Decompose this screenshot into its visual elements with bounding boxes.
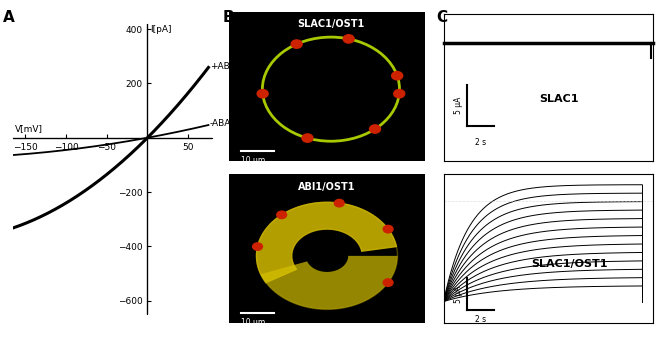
Text: -ABA: -ABA [210,119,232,128]
Text: C: C [436,10,448,25]
Text: A: A [3,10,15,25]
Polygon shape [261,256,398,309]
Polygon shape [256,202,396,283]
Circle shape [343,35,354,43]
Circle shape [277,211,287,219]
Text: SLAC1: SLAC1 [539,94,578,104]
Circle shape [291,40,302,48]
Text: I[pA]: I[pA] [150,25,171,34]
Circle shape [302,134,313,142]
Text: +ABA: +ABA [210,62,236,71]
Text: V[mV]: V[mV] [15,124,43,133]
Circle shape [253,243,262,250]
Text: 5 μA: 5 μA [454,285,463,303]
Circle shape [257,90,268,98]
Text: ABI1/OST1: ABI1/OST1 [298,182,356,192]
Text: 2 s: 2 s [475,139,486,147]
Text: B: B [222,10,234,25]
Text: 2 s: 2 s [475,315,486,324]
Text: SLAC1/OST1: SLAC1/OST1 [531,259,608,269]
Text: 5 μA: 5 μA [454,97,463,114]
Circle shape [335,199,344,207]
Circle shape [394,90,405,98]
Circle shape [370,125,380,133]
Circle shape [383,279,393,286]
Text: 10 μm: 10 μm [241,318,265,327]
Text: 10 μm: 10 μm [241,156,265,165]
Circle shape [383,225,393,233]
Text: SLAC1/OST1: SLAC1/OST1 [297,19,365,29]
Circle shape [392,72,402,80]
